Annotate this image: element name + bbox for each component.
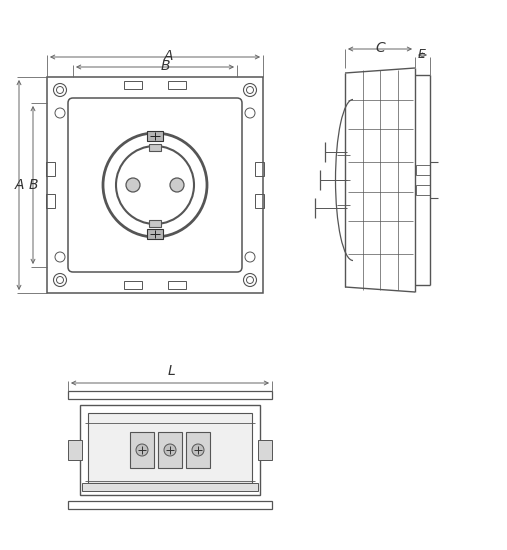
- Bar: [124, 81, 142, 89]
- Bar: [168, 281, 186, 289]
- Text: A: A: [163, 49, 173, 63]
- Bar: [46, 162, 55, 176]
- Bar: [147, 229, 163, 239]
- Bar: [168, 81, 186, 89]
- Bar: [80, 405, 260, 495]
- Bar: [124, 281, 142, 289]
- Bar: [68, 440, 82, 460]
- Bar: [68, 391, 272, 399]
- Bar: [416, 165, 430, 175]
- Circle shape: [192, 444, 204, 456]
- Bar: [68, 501, 272, 509]
- Text: A: A: [14, 178, 24, 192]
- Circle shape: [170, 178, 184, 192]
- Bar: [130, 432, 154, 468]
- Bar: [47, 77, 263, 293]
- Bar: [82, 483, 258, 491]
- Bar: [46, 194, 55, 208]
- Text: B: B: [160, 59, 170, 73]
- Bar: [416, 185, 430, 195]
- Bar: [255, 194, 264, 208]
- Circle shape: [164, 444, 176, 456]
- Bar: [147, 131, 163, 141]
- Bar: [255, 162, 264, 176]
- Bar: [88, 413, 252, 483]
- Bar: [158, 432, 182, 468]
- Bar: [149, 144, 161, 151]
- Circle shape: [136, 444, 148, 456]
- Bar: [186, 432, 210, 468]
- Text: B: B: [28, 178, 38, 192]
- Bar: [258, 440, 272, 460]
- Text: C: C: [375, 41, 385, 55]
- Circle shape: [126, 178, 140, 192]
- Text: L: L: [168, 364, 176, 378]
- Bar: [149, 220, 161, 227]
- Text: E: E: [418, 47, 426, 60]
